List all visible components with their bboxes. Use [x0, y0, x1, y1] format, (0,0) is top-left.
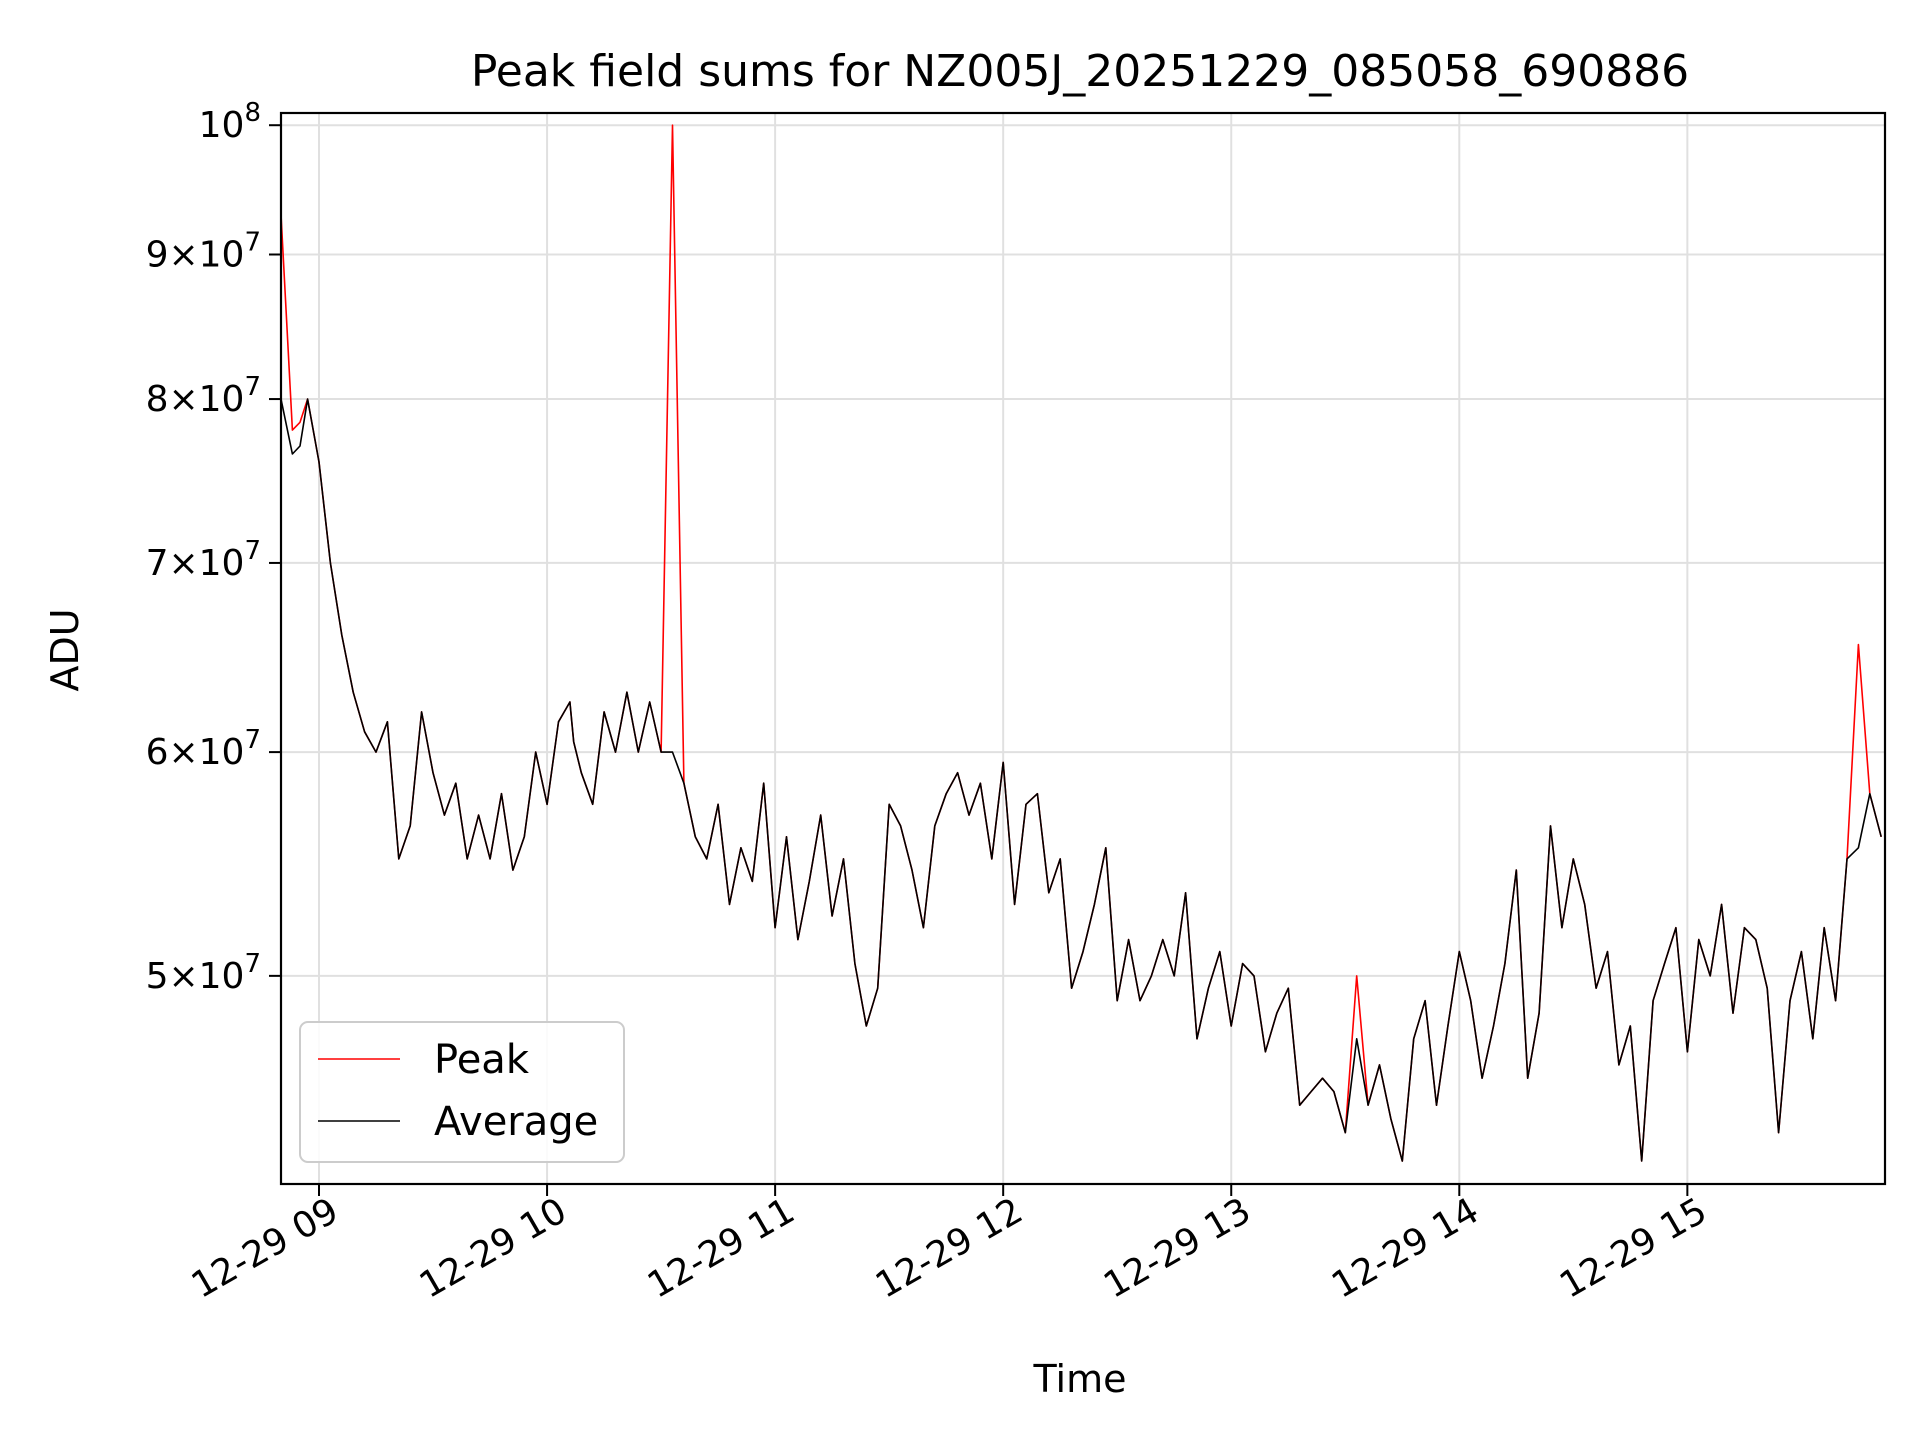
y-tick-label: 7×107: [146, 536, 261, 584]
y-tick-label: 6×107: [146, 725, 261, 773]
legend-peak-label: Peak: [434, 1037, 530, 1083]
legend: Peak Average: [299, 1021, 625, 1163]
y-tick-label: 108: [199, 98, 261, 146]
x-axis-label: Time: [1033, 1357, 1127, 1401]
y-axis-label: ADU: [43, 608, 87, 691]
chart-title: Peak field sums for NZ005J_20251229_0850…: [471, 46, 1689, 97]
series-line-average: [281, 398, 1882, 1162]
legend-average-label: Average: [434, 1099, 598, 1145]
series-layer: [281, 124, 1882, 1162]
plot-frame: [279, 111, 1887, 1186]
y-tick-label: 5×107: [146, 949, 261, 997]
y-tick-label: 8×107: [146, 372, 261, 420]
legend-box: [299, 1021, 625, 1163]
y-tick-label: 9×107: [146, 228, 261, 276]
y-axis: 5×107 6×107 7×107 8×107 9×107 108: [146, 98, 281, 997]
grid: [281, 113, 1885, 1184]
